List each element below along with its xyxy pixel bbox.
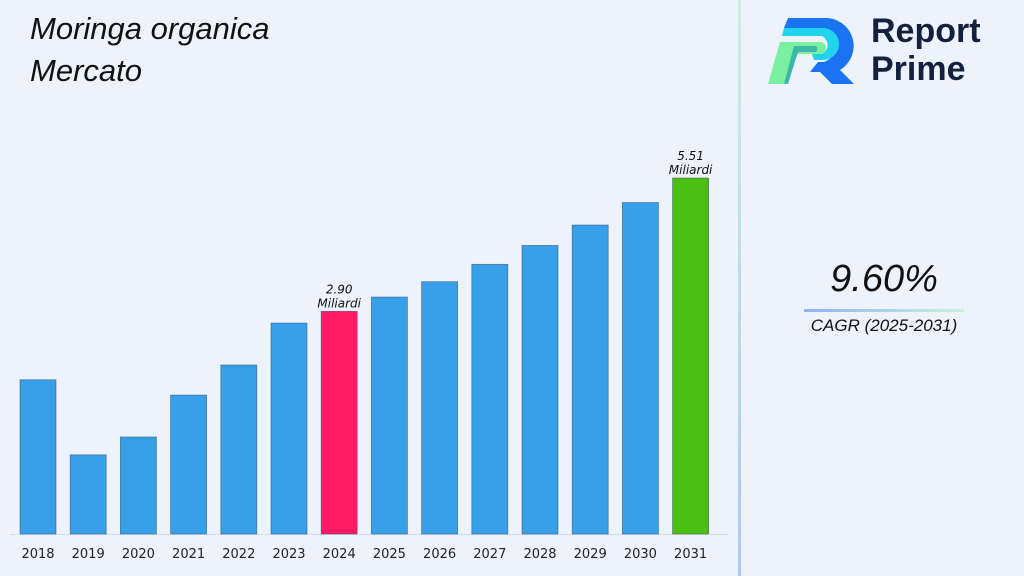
x-tick-label-2031: 2031 bbox=[674, 547, 707, 562]
bar-2029 bbox=[571, 224, 609, 535]
bar-2020 bbox=[120, 436, 157, 535]
cagr-underline bbox=[804, 309, 964, 312]
x-tick-label-2024: 2024 bbox=[323, 547, 356, 562]
chart-title: Moringa organica Mercato bbox=[30, 8, 270, 92]
bar-2021 bbox=[170, 394, 208, 535]
brand-line-1: Report bbox=[871, 12, 981, 50]
x-tick-label-2019: 2019 bbox=[72, 547, 105, 562]
x-tick-label-2022: 2022 bbox=[222, 547, 255, 562]
title-line-1: Moringa organica bbox=[30, 11, 270, 46]
title-line-2: Mercato bbox=[30, 53, 142, 88]
x-tick-label-2030: 2030 bbox=[624, 547, 657, 562]
bar-2027 bbox=[471, 263, 509, 535]
x-tick-label-2023: 2023 bbox=[272, 547, 305, 562]
bar-chart: 2018 2019 2020 2021 2022 2023 20242.90Miliardi… bbox=[10, 149, 728, 562]
report-prime-logo-icon bbox=[768, 17, 854, 84]
bar-2028 bbox=[521, 245, 559, 535]
bar-2024 bbox=[320, 310, 358, 535]
data-label-value-2024: 2.90 bbox=[326, 282, 353, 296]
data-label-value-2031: 5.51 bbox=[677, 149, 704, 163]
bar-2018 bbox=[19, 379, 57, 535]
brand-line-2: Prime bbox=[871, 50, 966, 88]
brand-name: Report Prime bbox=[871, 12, 981, 88]
bar-2023 bbox=[270, 322, 308, 535]
x-tick-label-2018: 2018 bbox=[21, 547, 54, 562]
divider bbox=[738, 0, 741, 576]
x-tick-label-2029: 2029 bbox=[574, 547, 607, 562]
bar-2026 bbox=[421, 281, 459, 535]
x-tick-label-2021: 2021 bbox=[172, 547, 205, 562]
x-tick-label-2026: 2026 bbox=[423, 547, 456, 562]
bar-2025 bbox=[370, 296, 408, 535]
x-tick-label-2025: 2025 bbox=[373, 547, 406, 562]
data-label-unit-2031: Miliardi bbox=[669, 163, 713, 177]
x-tick-label-2028: 2028 bbox=[523, 547, 556, 562]
cagr-label: CAGR (2025-2031) bbox=[810, 316, 958, 335]
bar-2030 bbox=[622, 202, 659, 535]
cagr-value: 9.60% bbox=[830, 258, 938, 300]
x-tick-label-2027: 2027 bbox=[473, 547, 506, 562]
bar-2022 bbox=[220, 364, 258, 535]
bar-2031 bbox=[672, 177, 709, 535]
x-tick-label-2020: 2020 bbox=[122, 547, 155, 562]
bar-2019 bbox=[69, 454, 107, 535]
data-label-unit-2024: Miliardi bbox=[317, 296, 361, 310]
